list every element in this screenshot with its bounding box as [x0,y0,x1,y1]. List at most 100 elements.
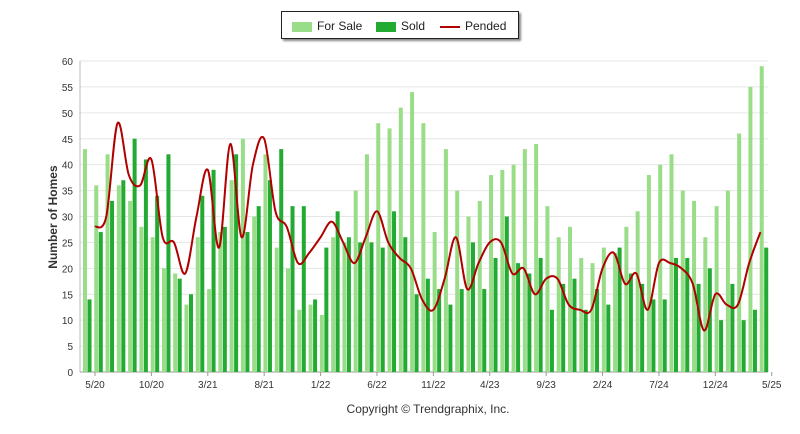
for-sale-swatch [292,21,312,32]
sold-bar [752,309,757,372]
for-sale-bar [646,175,651,372]
for-sale-bar [94,185,99,372]
sold-bar [155,195,160,372]
sold-bar [696,283,701,372]
sold-bar [143,159,148,372]
sold-bar [110,200,115,372]
for-sale-bar [759,66,764,372]
for-sale-bar [286,268,291,372]
sold-bar [662,299,667,372]
legend: For Sale Sold Pended [281,11,519,39]
sold-bar [121,180,126,372]
for-sale-bar [116,185,121,372]
x-tick-label: 10/20 [139,380,164,391]
sold-bar [549,309,554,372]
for-sale-bar [173,273,178,372]
x-tick-label: 1/22 [311,380,331,391]
sold-bar [673,257,678,372]
sold-bar [132,138,137,372]
pended-line [94,121,762,332]
for-sale-bar [308,304,313,372]
for-sale-bar [240,138,245,372]
sold-bar [595,289,600,372]
for-sale-bar [703,237,708,372]
pended-line-path [94,121,762,332]
sold-bar [470,242,475,372]
for-sale-bar [274,247,279,372]
sold-bar [572,278,577,372]
for-sale-bar [229,180,234,372]
x-tick-label: 2/24 [593,380,613,391]
for-sale-bar [376,123,381,372]
y-tick-label: 15 [62,290,74,301]
sold-bar [425,278,430,372]
sold-swatch [376,21,396,32]
sold-bar [358,242,363,372]
sold-bar [267,180,272,372]
y-tick-label: 25 [62,238,74,249]
sold-bar [98,232,103,372]
sold-bar [527,273,532,372]
sold-bar [234,154,239,372]
for-sale-bar [263,154,268,372]
for-sale-bar [331,237,336,372]
legend-item-sold: Sold [376,19,425,33]
for-sale-bar [150,237,155,372]
y-tick-label: 45 [62,135,74,146]
sold-bar [628,273,633,372]
x-tick-label: 6/22 [367,380,387,391]
for-sale-bar [398,107,403,373]
sold-bar [719,320,724,372]
sold-bar [200,195,205,372]
sold-bar [730,283,735,372]
sold-bar [346,237,351,372]
for-sale-bar [556,237,561,372]
for-sale-bar [534,143,539,372]
for-sale-bar [342,242,347,372]
sold-bar [561,283,566,372]
sold-bar [279,149,284,372]
sold-bar [256,206,261,372]
for-sale-bar [364,154,369,372]
y-tick-label: 60 [62,57,74,68]
bars [83,66,769,373]
for-sale-bar [579,257,584,372]
sold-bar [459,289,464,372]
sold-bar [324,247,329,372]
y-tick-label: 20 [62,264,74,275]
sold-bar [301,206,306,372]
for-sale-bar [500,169,505,372]
sold-bar [380,247,385,372]
x-tick-label: 12/24 [703,380,728,391]
for-sale-bar [545,206,550,372]
legend-item-pended: Pended [440,19,506,33]
for-sale-bar [455,190,460,372]
sold-bar [504,216,509,372]
x-axis-ticks: 5/20 10/20 3/21 8/21 1/22 6/22 11/22 4/23 9/23 2/… [85,372,782,391]
y-axis-label: Number of Homes [46,165,60,269]
for-sale-bar [601,247,606,372]
for-sale-bar [522,149,527,372]
sold-bar [211,169,216,372]
sold-bar [685,257,690,372]
legend-label-sold: Sold [401,19,426,33]
legend-label-pended: Pended [465,19,507,33]
x-tick-label: 8/21 [254,380,274,391]
y-tick-label: 0 [67,368,73,379]
y-tick-label: 50 [62,109,74,120]
legend-label-for-sale: For Sale [317,19,363,33]
for-sale-bar [319,314,324,372]
sold-bar [290,206,295,372]
for-sale-bar [184,304,189,372]
for-sale-bar [139,226,144,372]
y-axis-ticks: 0 5 10 15 20 25 30 35 40 45 50 55 60 [62,57,74,379]
sold-bar [392,211,397,372]
pended-swatch [440,25,460,28]
y-tick-label: 40 [62,161,74,172]
sold-bar [617,247,622,372]
for-sale-bar [105,154,110,372]
sold-bar [166,154,171,372]
for-sale-bar [443,149,448,372]
for-sale-bar [680,190,685,372]
